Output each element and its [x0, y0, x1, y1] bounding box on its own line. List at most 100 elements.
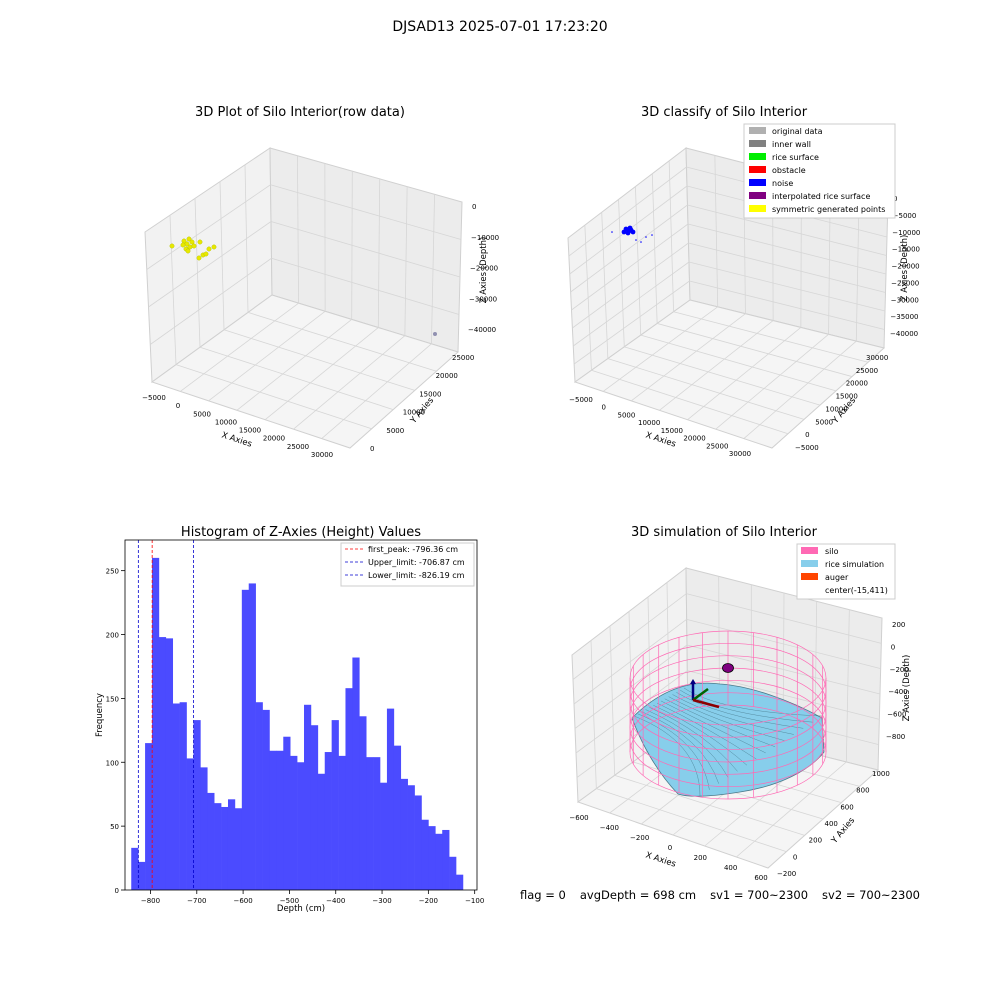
plot-frame — [124, 539, 478, 891]
grid-line — [607, 358, 805, 420]
grid-line — [686, 593, 882, 644]
histogram-bar — [400, 778, 408, 890]
panel2-title: 3D classify of Silo Interior — [641, 105, 808, 120]
x-tick-label: −500 — [280, 897, 299, 905]
grid-line — [573, 619, 687, 705]
y-tick-label: 5000 — [815, 418, 833, 426]
legend: first_peak: -796.36 cm Upper_limit: -706.… — [340, 542, 475, 587]
histogram-bar — [151, 557, 160, 890]
grid-line — [687, 204, 887, 256]
center-marker — [722, 663, 734, 673]
y-tick-labels: 0 5000 10000 15000 20000 25000 — [370, 354, 474, 453]
noise-point — [621, 229, 627, 235]
z-tick-label: 200 — [892, 621, 905, 629]
histogram-bar — [262, 709, 270, 890]
x-tick-label: −800 — [141, 897, 160, 905]
grid-line — [596, 788, 787, 853]
pane-floor — [150, 294, 459, 449]
histogram-bar — [407, 785, 415, 890]
grid-line — [574, 644, 688, 729]
x-tick-label: 0 — [176, 402, 180, 410]
y-tick-label: 600 — [840, 803, 853, 811]
grid-line — [686, 618, 881, 670]
raw-outlier-point — [433, 332, 437, 336]
x-tick-label: 5000 — [618, 411, 636, 419]
y-tick-label: 250 — [106, 568, 119, 576]
grid-line — [208, 310, 326, 402]
grid-line — [175, 364, 372, 430]
raw-point — [197, 239, 203, 245]
grid-line — [715, 333, 829, 430]
grid-line — [236, 319, 352, 411]
grid-line — [640, 334, 837, 392]
y-tick-label: −200 — [777, 870, 796, 878]
mesh-line — [657, 702, 757, 760]
x-tick-label: −100 — [465, 897, 484, 905]
x-tick-label: 15000 — [239, 427, 261, 435]
raw-point — [186, 236, 192, 242]
grid-line — [591, 369, 789, 435]
histogram-bar — [207, 792, 215, 890]
y-tick-label: 15000 — [836, 393, 858, 401]
panel-classify-3d: 3D classify of Silo Interior −5000050001… — [567, 105, 920, 458]
sv2-text: sv2 = 700~2300 — [822, 888, 920, 902]
z-tick-labels: 0 −10000 −20000 −30000 −40000 — [468, 203, 499, 334]
z-tick-label: 0 — [891, 643, 895, 651]
legend-swatch — [749, 205, 766, 212]
legend-swatch — [749, 153, 766, 160]
z-tick-label: −10000 — [471, 234, 499, 242]
histogram-bar — [317, 773, 326, 890]
histogram-bar — [421, 819, 429, 890]
y-tick-label: 30000 — [866, 354, 888, 362]
x-tick-label: 25000 — [706, 442, 728, 450]
histogram-bar — [138, 861, 146, 890]
x-tick-label: 15000 — [661, 427, 683, 435]
x-tick-label: −5000 — [142, 394, 166, 402]
panel3-title: Histogram of Z-Axies (Height) Values — [181, 525, 421, 540]
grid-line — [689, 280, 885, 330]
x-tick-label: 0 — [668, 844, 672, 852]
x-tick-label: −700 — [187, 897, 206, 905]
x-tick-label: 0 — [601, 404, 605, 412]
histogram-bar — [241, 589, 250, 890]
raw-point — [169, 243, 175, 249]
y-tick-label: 400 — [825, 820, 838, 828]
histogram-bar — [283, 736, 291, 890]
legend-label: original data — [772, 127, 823, 136]
raw-point — [203, 251, 209, 257]
grid-line — [270, 184, 462, 240]
y-tick-label: 800 — [856, 787, 869, 795]
y-tick-label: 20000 — [436, 372, 458, 380]
histogram-bar — [186, 758, 194, 890]
panel-histogram: Histogram of Z-Axies (Height) Values −80… — [95, 525, 484, 914]
y-tick-label: 25000 — [452, 354, 474, 362]
noise-point — [625, 230, 631, 236]
x-tick-label: −600 — [569, 814, 588, 822]
histogram-bar — [331, 720, 339, 890]
grid-line — [573, 280, 690, 365]
histogram-bar — [386, 708, 395, 890]
noise-point — [635, 239, 637, 241]
histogram-bar — [290, 755, 298, 890]
histogram-bar — [449, 856, 457, 890]
histogram-bar — [456, 874, 464, 890]
x-tick-label: −600 — [233, 897, 252, 905]
mesh-line — [645, 709, 729, 778]
y-tick-label: 0 — [115, 887, 119, 895]
y-tick-label: 15000 — [419, 390, 441, 398]
z-tick-label: −400 — [888, 688, 907, 696]
raw-point — [196, 255, 202, 261]
grid-line — [673, 311, 869, 363]
z-tick-label: −20000 — [892, 263, 920, 271]
grid-line — [568, 166, 687, 257]
y-tick-label: 50 — [110, 823, 119, 831]
x-tick-label: −400 — [326, 897, 345, 905]
legend-box — [743, 123, 896, 219]
legend-label: silo — [825, 547, 839, 556]
raw-point — [206, 246, 212, 252]
grid-line — [293, 335, 406, 430]
z-tick-label: −40000 — [890, 330, 918, 338]
